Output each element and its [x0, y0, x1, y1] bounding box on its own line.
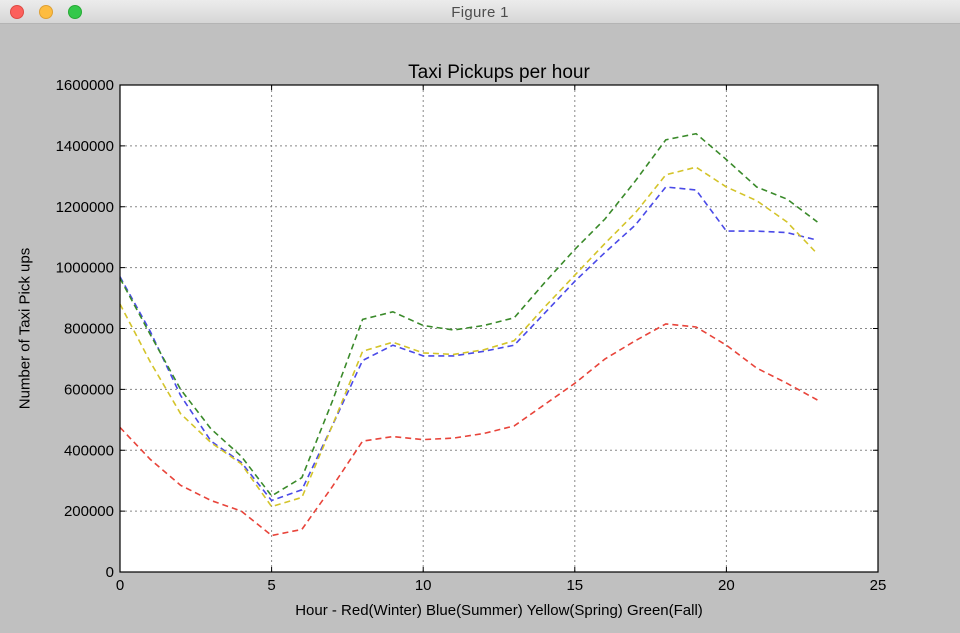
axis-ticks: 0 5 10 15 20 25 0 200000 400000 600000 800000 10000… — [56, 77, 887, 594]
zoom-window-button[interactable] — [68, 5, 82, 19]
minimize-window-button[interactable] — [39, 5, 53, 19]
y-tick-label: 1600000 — [56, 77, 114, 94]
chart-title: Taxi Pickups per hour — [408, 62, 590, 83]
y-tick-label: 800000 — [64, 321, 114, 338]
y-tick-label: 1000000 — [56, 260, 114, 277]
grid-lines — [120, 85, 878, 572]
plot-area — [120, 85, 878, 572]
series-line-1 — [119, 186, 818, 502]
close-window-button[interactable] — [10, 5, 24, 19]
y-tick-label: 600000 — [64, 381, 114, 398]
x-axis-label: Hour - Red(Winter) Blue(Summer) Yellow(S… — [295, 602, 703, 619]
series-group — [119, 132, 818, 537]
y-axis-label: Number of Taxi Pick ups — [16, 248, 33, 409]
series-line-2 — [119, 166, 818, 508]
series-line-3 — [119, 132, 818, 497]
x-tick-label: 25 — [870, 577, 887, 594]
title-bar: Figure 1 — [0, 0, 960, 24]
series-line-0 — [119, 323, 818, 537]
window-title: Figure 1 — [451, 4, 509, 21]
x-tick-label: 10 — [415, 577, 432, 594]
y-tick-label: 200000 — [64, 503, 114, 520]
line-chart: 0 5 10 15 20 25 0 200000 400000 600000 800000 10000… — [16, 62, 887, 619]
y-tick-label: 0 — [106, 564, 114, 581]
x-tick-label: 0 — [116, 577, 124, 594]
y-tick-label: 1400000 — [56, 138, 114, 155]
y-tick-label: 400000 — [64, 442, 114, 459]
y-tick-label: 1200000 — [56, 199, 114, 216]
x-tick-label: 20 — [718, 577, 735, 594]
x-tick-label: 5 — [267, 577, 275, 594]
x-tick-label: 15 — [566, 577, 583, 594]
